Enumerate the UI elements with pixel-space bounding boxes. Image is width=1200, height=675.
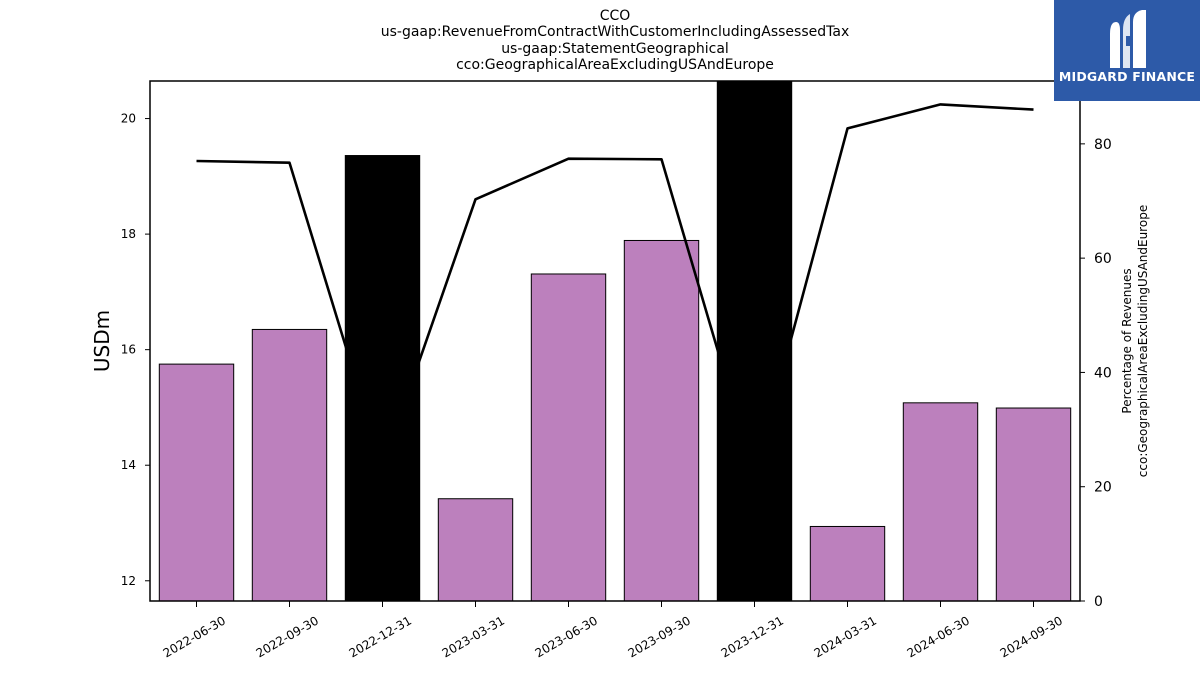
bar-2024-09-30: [995, 407, 1072, 601]
x-tick-label: 2023-06-30: [533, 613, 600, 660]
midgard-m-icon: [1110, 10, 1146, 68]
y2-tick-label: 40: [1094, 365, 1112, 381]
bar-2023-06-30: [530, 273, 607, 601]
x-tick-label: 2023-12-31: [719, 613, 786, 660]
percentage-line: [196, 103, 1034, 477]
bar-2022-12-31: [344, 155, 421, 601]
bar-2024-03-31: [809, 525, 886, 601]
plot-frame: [149, 80, 1081, 602]
chart-title-line-4: cco:GeographicalAreaExcludingUSAndEurope: [456, 57, 774, 73]
y-tick-label: 14: [121, 458, 136, 472]
y-tick-label: 20: [121, 112, 136, 126]
x-tick-label: 2023-03-31: [440, 613, 507, 660]
y2-tick-label: 80: [1094, 137, 1112, 153]
bar-series: [158, 81, 1072, 601]
bar-2022-09-30: [251, 328, 328, 601]
y2-axis-label-line-1: Percentage of Revenues: [1120, 268, 1134, 413]
chart-title-line-2: us-gaap:RevenueFromContractWithCustomerI…: [381, 24, 850, 40]
x-tick-label: 2023-09-30: [626, 613, 693, 660]
y-tick-label: 12: [121, 574, 136, 588]
bar-2022-06-30: [158, 363, 235, 601]
x-tick-label: 2022-06-30: [161, 613, 228, 660]
bar-2023-09-30: [623, 239, 700, 601]
bar-2023-12-31: [716, 81, 793, 601]
chart-title: CCO us-gaap:RevenueFromContractWithCusto…: [381, 8, 850, 73]
bar-2023-03-31: [437, 498, 514, 601]
x-tick-label: 2022-12-31: [347, 613, 414, 660]
y2-tick-label: 60: [1094, 251, 1112, 267]
y-axis-label: USDm: [90, 310, 114, 372]
y2-tick-label: 0: [1094, 594, 1103, 610]
x-tick-label: 2024-09-30: [998, 613, 1065, 660]
x-tick-label: 2022-09-30: [254, 613, 321, 660]
chart-title-line-3: us-gaap:StatementGeographical: [501, 41, 729, 57]
y-tick-label: 18: [121, 227, 136, 241]
brand-logo: MIDGARD FINANCE: [1054, 0, 1200, 101]
y2-axis-label-line-2: cco:GeographicalAreaExcludingUSAndEurope: [1136, 205, 1150, 477]
bar-2024-06-30: [902, 402, 979, 601]
y2-tick-label: 20: [1094, 480, 1112, 496]
brand-name: MIDGARD FINANCE: [1058, 69, 1196, 84]
chart-title-line-1: CCO: [600, 8, 631, 24]
y-tick-label: 16: [121, 343, 136, 357]
line-series: [196, 103, 1034, 477]
x-tick-label: 2024-06-30: [905, 613, 972, 660]
x-tick-label: 2024-03-31: [812, 613, 879, 660]
